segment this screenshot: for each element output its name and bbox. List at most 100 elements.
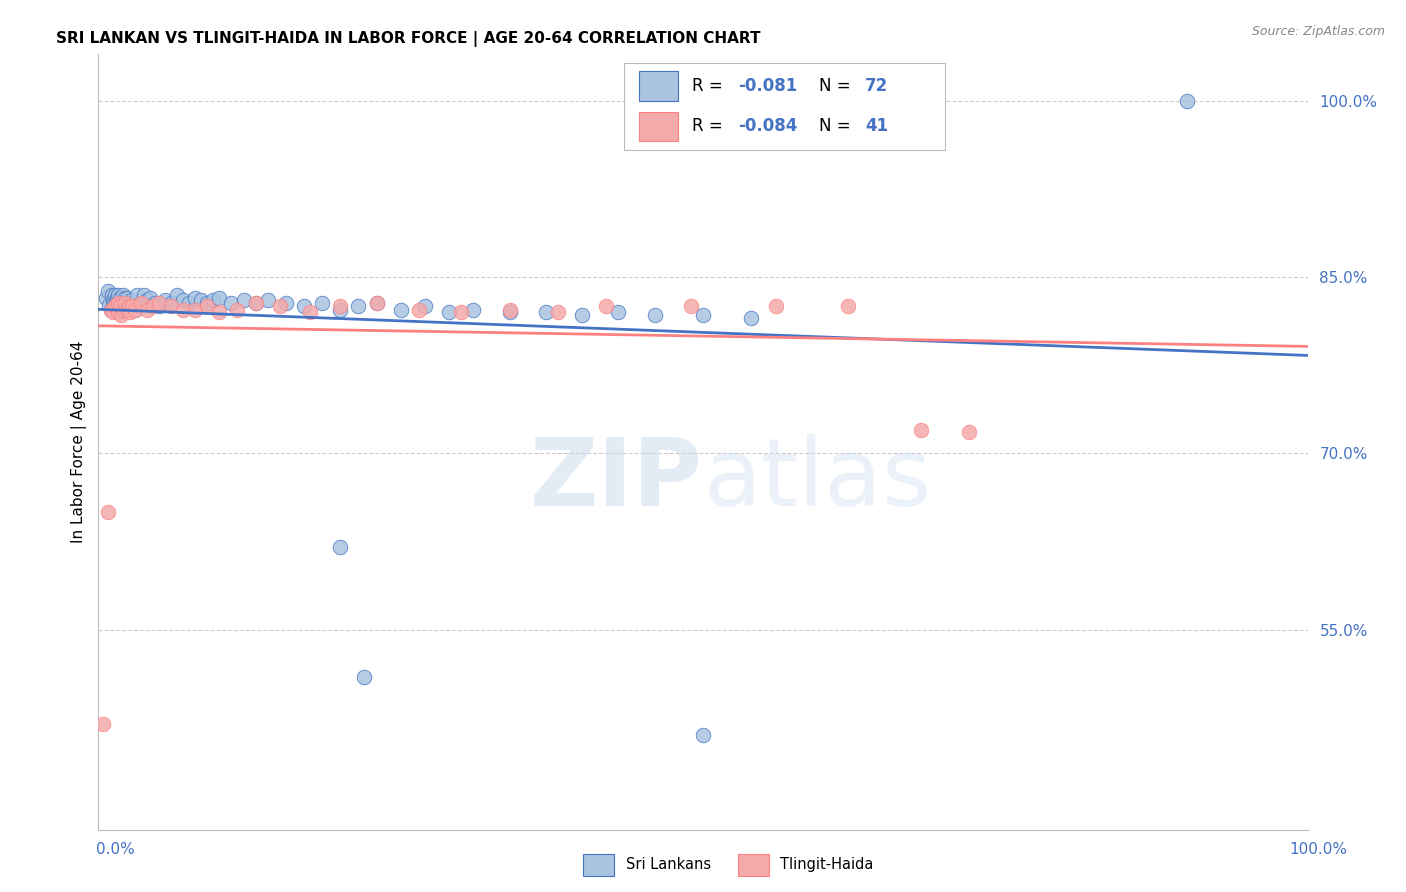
Point: [124, 302, 146, 317]
Point: [124, 302, 146, 317]
Point: [740, 311, 762, 326]
Point: [202, 293, 225, 308]
Point: [121, 299, 143, 313]
Point: [114, 299, 136, 313]
Point: [463, 302, 485, 317]
Point: [114, 291, 136, 305]
Point: [195, 299, 218, 313]
Point: [111, 302, 134, 317]
Point: [347, 299, 370, 313]
Point: [97, 505, 120, 519]
Point: [221, 295, 243, 310]
Point: [245, 295, 267, 310]
Point: [129, 295, 152, 310]
Point: [100, 302, 122, 317]
Point: [118, 295, 141, 310]
Point: [299, 305, 322, 319]
Point: [644, 308, 666, 322]
Point: [190, 293, 212, 308]
Point: [114, 295, 136, 310]
Point: [117, 291, 139, 305]
Point: [153, 293, 176, 308]
Text: Sri Lankans: Sri Lankans: [626, 857, 711, 871]
Point: [274, 295, 297, 310]
Point: [837, 299, 859, 313]
Point: [91, 716, 114, 731]
Point: [120, 293, 142, 308]
Point: [1175, 94, 1198, 108]
Point: [160, 299, 183, 313]
Point: [232, 293, 254, 308]
Text: Source: ZipAtlas.com: Source: ZipAtlas.com: [1251, 25, 1385, 38]
Point: [104, 298, 127, 312]
Point: [135, 302, 157, 317]
Text: N =: N =: [820, 118, 856, 136]
Point: [127, 287, 149, 301]
Point: [498, 305, 520, 319]
Point: [139, 291, 162, 305]
Point: [498, 302, 520, 317]
Point: [142, 299, 165, 313]
Point: [148, 299, 170, 313]
Point: [104, 287, 127, 301]
Text: 0.0%: 0.0%: [96, 842, 135, 856]
Point: [110, 295, 132, 310]
Point: [184, 302, 207, 317]
Point: [118, 305, 141, 319]
Point: [121, 299, 143, 313]
Point: [135, 293, 157, 308]
FancyBboxPatch shape: [638, 71, 678, 101]
Point: [534, 305, 557, 319]
Point: [184, 291, 207, 305]
Point: [111, 287, 134, 301]
Text: 100.0%: 100.0%: [1289, 842, 1347, 856]
Point: [110, 308, 132, 322]
Point: [208, 291, 231, 305]
Point: [329, 302, 352, 317]
Text: -0.084: -0.084: [738, 118, 797, 136]
Point: [112, 295, 135, 310]
Point: [108, 299, 131, 313]
Point: [107, 295, 129, 310]
Point: [107, 295, 129, 310]
Point: [245, 295, 267, 310]
Point: [208, 305, 231, 319]
Text: R =: R =: [692, 77, 728, 95]
Text: ZIP: ZIP: [530, 434, 703, 526]
Point: [101, 305, 124, 319]
Point: [607, 305, 630, 319]
Point: [101, 293, 124, 308]
Point: [172, 302, 194, 317]
Point: [100, 287, 122, 301]
Point: [595, 299, 617, 313]
Point: [105, 299, 128, 313]
Point: [195, 295, 218, 310]
Point: [910, 423, 932, 437]
Point: [692, 308, 714, 322]
Point: [172, 293, 194, 308]
Point: [117, 302, 139, 317]
Point: [108, 291, 131, 305]
Point: [134, 287, 156, 301]
Text: atlas: atlas: [703, 434, 931, 526]
Text: -0.081: -0.081: [738, 77, 797, 95]
Point: [108, 295, 131, 310]
Point: [571, 308, 593, 322]
Point: [366, 295, 388, 310]
Point: [111, 302, 134, 317]
Point: [108, 299, 131, 313]
Point: [256, 293, 278, 308]
Point: [957, 425, 980, 439]
Y-axis label: In Labor Force | Age 20-64: In Labor Force | Age 20-64: [72, 341, 87, 542]
Point: [148, 295, 170, 310]
Point: [329, 299, 352, 313]
Text: R =: R =: [692, 118, 728, 136]
Point: [118, 299, 141, 313]
Point: [129, 295, 152, 310]
Point: [108, 305, 131, 319]
Point: [547, 305, 569, 319]
Point: [437, 305, 460, 319]
Point: [311, 295, 333, 310]
Point: [115, 295, 138, 310]
Point: [97, 284, 120, 298]
